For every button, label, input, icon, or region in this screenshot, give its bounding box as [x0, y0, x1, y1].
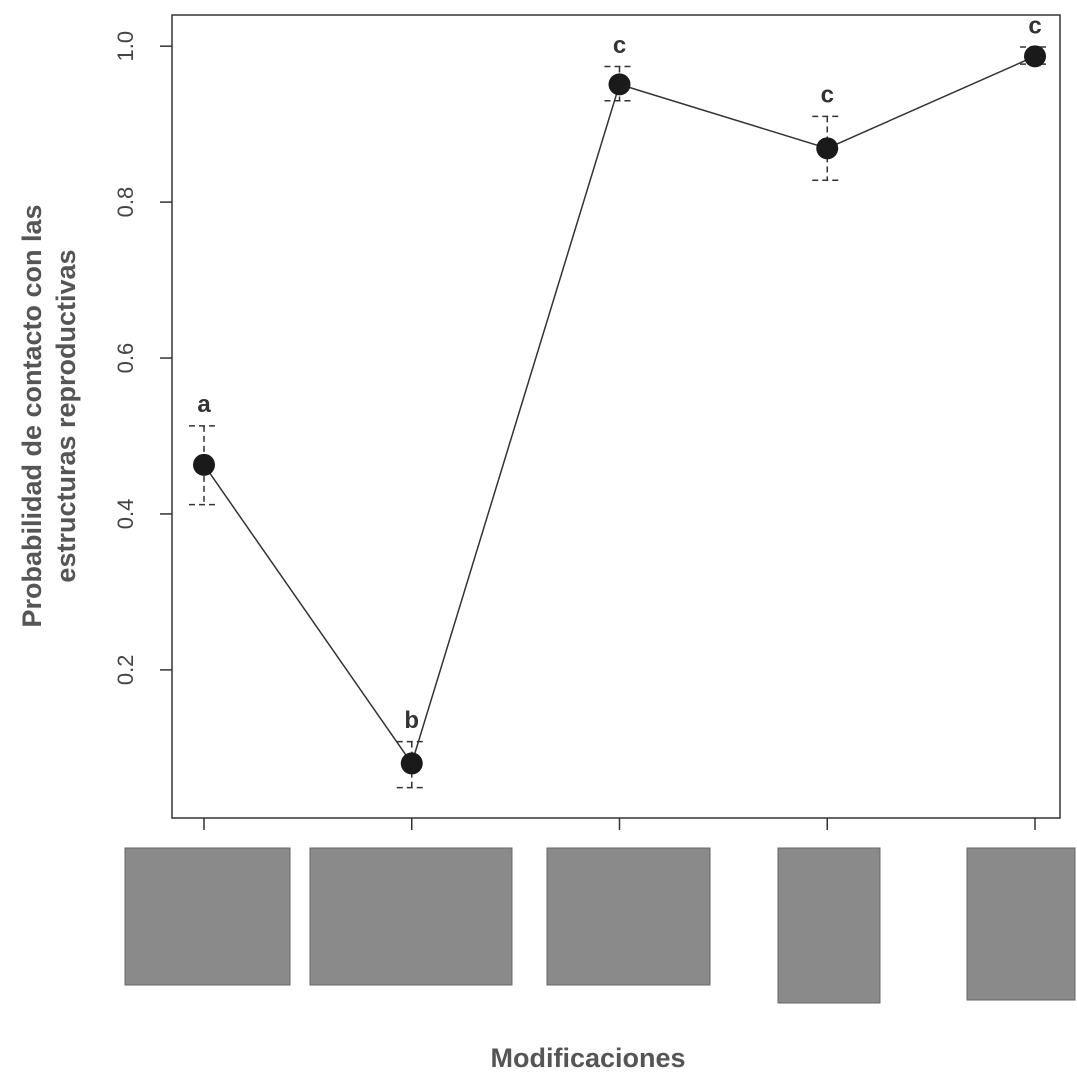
series-line — [204, 56, 1035, 763]
point — [193, 454, 215, 476]
annotation: c — [821, 82, 834, 109]
plot-frame — [172, 15, 1060, 818]
x-axis-title: Modificaciones — [490, 1043, 685, 1073]
annotation: c — [613, 32, 626, 59]
point — [1024, 45, 1046, 67]
photo — [310, 848, 512, 985]
annotation: b — [404, 707, 419, 734]
photo — [967, 848, 1075, 1000]
photo — [778, 848, 880, 1003]
y-axis-title: estructuras reproductivas — [51, 249, 81, 582]
photo — [125, 848, 290, 985]
photo — [547, 848, 710, 985]
chart: Modificaciones Probabilidad de contacto … — [0, 0, 1077, 1088]
y-tick-label: 1.0 — [113, 31, 138, 62]
point — [609, 73, 631, 95]
point — [816, 137, 838, 159]
flower-photos — [125, 848, 1075, 1003]
y-tick-label: 0.8 — [113, 187, 138, 218]
y-tick-label: 0.6 — [113, 343, 138, 374]
y-axis-title: Probabilidad de contacto con las — [17, 204, 47, 627]
y-tick-label: 0.4 — [113, 499, 138, 530]
point — [401, 752, 423, 774]
annotation: a — [197, 391, 211, 418]
y-tick-label: 0.2 — [113, 655, 138, 686]
annotation: c — [1028, 12, 1041, 39]
